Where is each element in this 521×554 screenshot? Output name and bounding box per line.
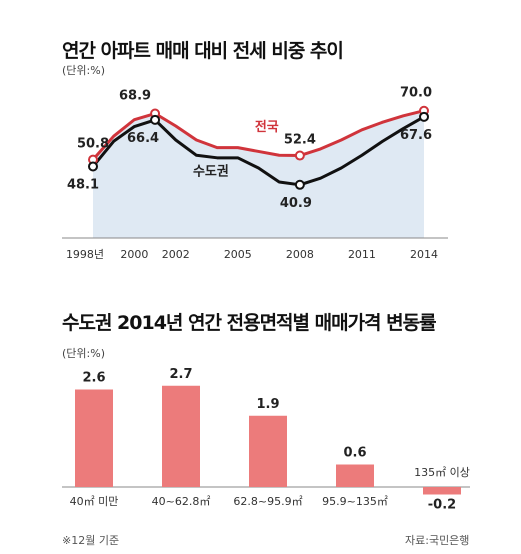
bar-value-label: 0.6 <box>343 446 366 461</box>
bar-category-label: 40㎡ 미만 <box>70 495 119 508</box>
x-tick-label: 2005 <box>224 248 252 261</box>
marker-전국-2008 <box>294 150 305 161</box>
data-label-수도권-2008: 40.9 <box>280 196 312 211</box>
bar-chart-title: 수도권 2014년 연간 전용면적별 매매가격 변동률 <box>62 312 437 334</box>
line-chart-unit: (단위:%) <box>62 64 105 77</box>
data-label-전국-1998: 50.8 <box>77 137 109 152</box>
marker-수도권-2008 <box>294 179 305 190</box>
bar-category-label: 135㎡ 이상 <box>414 466 470 479</box>
series-label-수도권: 수도권 <box>193 165 229 180</box>
bar-value-label: 2.6 <box>82 371 105 386</box>
data-label-전국-2001: 68.9 <box>119 89 151 104</box>
bar-135㎡ 이상 <box>423 487 461 495</box>
x-tick-label: 2008 <box>286 248 314 261</box>
area-fill-전국 <box>93 110 424 238</box>
x-tick-label: 2014 <box>410 248 438 261</box>
data-label-수도권-2014: 67.6 <box>400 128 432 143</box>
series-line-전국 <box>91 109 425 161</box>
bar-value-label: -0.2 <box>428 498 456 513</box>
marker-수도권-2014 <box>419 111 429 122</box>
bar-40㎡ 미만 <box>75 389 113 487</box>
footnote: ※12월 기준 <box>62 534 120 547</box>
x-tick-label: 2002 <box>162 248 190 261</box>
source-credit: 자료:국민은행 <box>405 534 470 547</box>
line-chart-title: 연간 아파트 매매 대비 전세 비중 추이 <box>62 40 344 62</box>
series-line-수도권 <box>91 115 425 187</box>
data-label-전국-2008: 52.4 <box>284 133 316 148</box>
bar-62.8~95.9㎡ <box>249 415 287 487</box>
bar-category-label: 40~62.8㎡ <box>152 495 211 508</box>
bar-chart-unit: (단위:%) <box>62 347 105 360</box>
marker-수도권-2001 <box>150 114 161 125</box>
marker-수도권-1998 <box>88 161 98 172</box>
bar-40~62.8㎡ <box>162 385 200 487</box>
bar-95.9~135㎡ <box>336 464 374 487</box>
bar-value-label: 1.9 <box>256 397 279 412</box>
bar-category-label: 62.8~95.9㎡ <box>233 495 302 508</box>
data-label-수도권-2001: 66.4 <box>127 131 159 146</box>
series-label-전국: 전국 <box>255 119 279 135</box>
bar-category-label: 95.9~135㎡ <box>322 495 388 508</box>
x-tick-label: 2011 <box>348 248 376 261</box>
data-label-전국-2014: 70.0 <box>400 86 432 101</box>
x-tick-label: 1998년 <box>66 248 104 261</box>
x-tick-label: 2000 <box>120 248 148 261</box>
data-label-수도권-1998: 48.1 <box>67 177 99 192</box>
bar-value-label: 2.7 <box>169 367 192 382</box>
